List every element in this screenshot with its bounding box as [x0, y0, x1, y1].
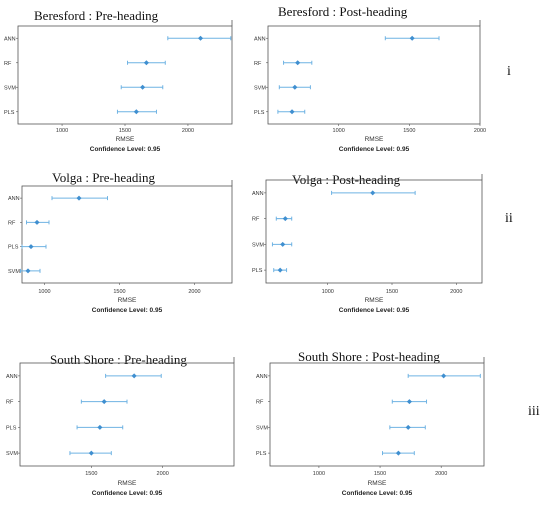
x-axis-label: RMSE — [116, 136, 135, 143]
model-label: ANN — [8, 196, 20, 202]
x-tick-label: 1000 — [333, 128, 345, 134]
x-tick-label: 1000 — [322, 289, 334, 295]
forest-panel-3: ANN RF SVM PLS 1000 1500 2000 RMSE Confidence Le… — [252, 174, 483, 314]
x-tick-label: 1000 — [38, 289, 50, 295]
row-label-ii: ii — [505, 211, 513, 226]
confidence-level: Confidence Level: 0.95 — [92, 490, 163, 497]
row-label-i: i — [507, 64, 511, 79]
model-label: PLS — [8, 245, 19, 251]
point-estimate — [282, 216, 288, 222]
point-estimate — [25, 268, 31, 274]
point-estimate — [370, 190, 376, 196]
point-estimate — [292, 84, 298, 90]
point-estimate — [405, 424, 411, 430]
x-tick-label: 2000 — [182, 128, 194, 134]
x-tick-label: 1500 — [386, 289, 398, 295]
plot-frame — [17, 25, 233, 125]
chart-title-volga-post: Volga : Post-heading — [292, 172, 401, 187]
confidence-level: Confidence Level: 0.95 — [92, 307, 163, 314]
forest-panel-1: ANN RF SVM PLS 1000 1500 2000 RMSE Confidence Le… — [254, 20, 486, 153]
confidence-level: Confidence Level: 0.95 — [342, 490, 413, 497]
x-tick-label: 1000 — [313, 471, 325, 477]
x-axis-label: RMSE — [118, 480, 137, 487]
point-estimate — [101, 399, 107, 405]
confidence-level: Confidence Level: 0.95 — [339, 146, 410, 153]
forest-panel-2: ANN RF PLS SVM 1000 1500 2000 RMSE Confidence Le… — [8, 180, 233, 314]
point-estimate — [441, 373, 447, 379]
point-estimate — [88, 450, 94, 456]
point-estimate — [140, 84, 146, 90]
point-estimate — [76, 195, 82, 201]
model-label: SVM — [254, 85, 266, 91]
point-estimate — [406, 399, 412, 405]
x-axis-label: RMSE — [365, 136, 384, 143]
model-label: ANN — [4, 36, 16, 42]
model-label: PLS — [256, 451, 267, 457]
chart-title-beresford-post: Beresford : Post-heading — [278, 4, 408, 19]
model-label: SVM — [6, 451, 18, 457]
x-axis-label: RMSE — [368, 480, 387, 487]
point-estimate — [97, 424, 103, 430]
x-tick-label: 2000 — [450, 289, 462, 295]
forest-panel-4: ANN RF PLS SVM 1500 2000 RMSE Confidence Level:… — [6, 357, 235, 497]
point-estimate — [295, 60, 301, 66]
x-axis-label: RMSE — [118, 297, 137, 304]
plot-frame — [21, 185, 233, 284]
model-label: RF — [254, 61, 262, 67]
x-tick-label: 1500 — [119, 128, 131, 134]
x-axis-label: RMSE — [365, 297, 384, 304]
point-estimate — [395, 450, 401, 456]
x-tick-label: 1000 — [56, 128, 68, 134]
point-estimate — [197, 35, 204, 41]
confidence-level: Confidence Level: 0.95 — [339, 307, 410, 314]
x-tick-label: 2000 — [474, 128, 486, 134]
row-label-iii: iii — [528, 404, 540, 419]
point-estimate — [277, 267, 283, 273]
plot-frame — [265, 179, 483, 284]
model-label: RF — [4, 61, 12, 67]
point-estimate — [133, 109, 139, 115]
model-label: SVM — [4, 85, 16, 91]
point-estimate — [280, 241, 286, 247]
model-label: PLS — [254, 110, 265, 116]
model-label: RF — [6, 400, 14, 406]
model-label: PLS — [252, 268, 263, 274]
chart-title-beresford-pre: Beresford : Pre-heading — [34, 8, 159, 23]
plot-frame — [269, 362, 485, 467]
x-tick-label: 2000 — [435, 471, 447, 477]
x-tick-label: 2000 — [188, 289, 200, 295]
point-estimate — [143, 60, 149, 66]
forest-panel-5: ANN RF SVM PLS 1000 1500 2000 RMSE Confidence Le… — [256, 357, 485, 497]
model-label: RF — [256, 400, 264, 406]
chart-title-volga-pre: Volga : Pre-heading — [52, 170, 156, 185]
model-label: PLS — [4, 110, 15, 116]
confidence-level: Confidence Level: 0.95 — [90, 146, 161, 153]
point-estimate — [28, 244, 34, 250]
point-estimate — [131, 373, 137, 379]
model-label: ANN — [256, 374, 268, 380]
model-label: SVM — [256, 425, 268, 431]
model-label: PLS — [6, 425, 17, 431]
x-tick-label: 1500 — [113, 289, 125, 295]
plot-frame — [19, 362, 235, 467]
model-label: SVM — [252, 242, 264, 248]
x-tick-label: 1500 — [374, 471, 386, 477]
chart-title-southshore-pre: South Shore : Pre-heading — [50, 352, 187, 367]
model-label: ANN — [6, 374, 18, 380]
x-tick-label: 1500 — [403, 128, 415, 134]
plot-frame — [267, 25, 481, 125]
point-estimate — [34, 219, 40, 225]
x-tick-label: 1500 — [85, 471, 97, 477]
point-estimate — [289, 109, 295, 115]
model-label: RF — [252, 217, 260, 223]
model-label: ANN — [252, 191, 264, 197]
model-label: SVM — [8, 269, 20, 275]
x-tick-label: 2000 — [157, 471, 169, 477]
point-estimate — [409, 35, 415, 41]
model-label: RF — [8, 220, 16, 226]
forest-panel-0: ANN RF SVM PLS 1000 1500 2000 RMSE Confidence Le… — [4, 20, 233, 153]
model-label: ANN — [254, 36, 266, 42]
chart-title-southshore-post: South Shore : Post-heading — [298, 349, 440, 364]
